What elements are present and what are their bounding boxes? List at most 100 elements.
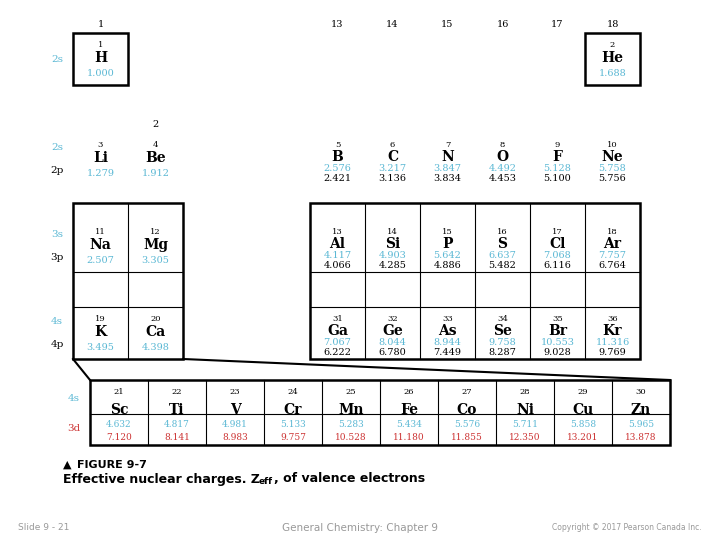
Text: 5.482: 5.482 (489, 261, 516, 270)
Text: 7.449: 7.449 (433, 348, 462, 357)
Text: 13.201: 13.201 (567, 433, 599, 442)
Text: 17: 17 (552, 20, 564, 29)
Text: O: O (496, 150, 508, 164)
Text: 5.128: 5.128 (544, 164, 572, 173)
Text: Mn: Mn (338, 403, 364, 417)
Text: 12: 12 (150, 228, 161, 236)
Text: He: He (601, 51, 624, 65)
Text: 1.279: 1.279 (86, 169, 114, 178)
Text: 1.688: 1.688 (598, 69, 626, 78)
Text: General Chemistry: Chapter 9: General Chemistry: Chapter 9 (282, 523, 438, 533)
Text: Be: Be (145, 151, 166, 165)
Text: 3.847: 3.847 (433, 164, 462, 173)
Text: 3.834: 3.834 (433, 174, 462, 183)
Text: 1.000: 1.000 (86, 69, 114, 78)
Text: 4: 4 (153, 141, 158, 149)
Text: 1.912: 1.912 (142, 169, 169, 178)
Bar (73, 33, 128, 85)
Text: ▲: ▲ (63, 460, 71, 470)
Text: 4s: 4s (68, 394, 80, 403)
Text: 3: 3 (98, 141, 103, 149)
Text: 3p: 3p (50, 253, 63, 262)
Text: 3.136: 3.136 (379, 174, 407, 183)
Text: 5.283: 5.283 (338, 420, 364, 429)
Text: Si: Si (385, 237, 400, 251)
Text: 8.944: 8.944 (433, 338, 462, 347)
Text: 7.067: 7.067 (323, 338, 351, 347)
Text: , of valence electrons: , of valence electrons (274, 472, 425, 485)
Text: 11.180: 11.180 (393, 433, 425, 442)
Text: 4.903: 4.903 (379, 251, 406, 260)
Text: 27: 27 (462, 388, 472, 396)
Bar (585, 33, 640, 85)
Text: 5.858: 5.858 (570, 420, 596, 429)
Text: 4.632: 4.632 (106, 420, 132, 429)
Text: 4.066: 4.066 (323, 261, 351, 270)
Text: Kr: Kr (603, 324, 622, 338)
Text: 11: 11 (95, 228, 106, 236)
Text: 3.495: 3.495 (86, 343, 114, 352)
Text: 6.764: 6.764 (598, 261, 626, 270)
Text: 2.421: 2.421 (323, 174, 351, 183)
Text: 17: 17 (552, 228, 563, 236)
Text: 4.453: 4.453 (488, 174, 516, 183)
Text: S: S (498, 237, 508, 251)
Text: Ga: Ga (327, 324, 348, 338)
Text: 9.028: 9.028 (544, 348, 572, 357)
Text: Ti: Ti (169, 403, 185, 417)
Text: 4.492: 4.492 (488, 164, 516, 173)
Text: Ca: Ca (145, 325, 166, 339)
Bar (310, 203, 640, 359)
Text: 35: 35 (552, 315, 563, 323)
Text: 14: 14 (387, 228, 398, 236)
Text: 10.528: 10.528 (336, 433, 366, 442)
Text: 2s: 2s (51, 55, 63, 64)
Text: 8.141: 8.141 (164, 433, 190, 442)
Text: As: As (438, 324, 456, 338)
Text: 3s: 3s (51, 230, 63, 239)
Text: 4.817: 4.817 (164, 420, 190, 429)
Text: Fe: Fe (400, 403, 418, 417)
Text: 8: 8 (500, 141, 505, 149)
Text: Co: Co (456, 403, 477, 417)
Text: 7: 7 (445, 141, 450, 149)
Text: Mg: Mg (143, 238, 168, 252)
Text: 4.117: 4.117 (323, 251, 351, 260)
Text: 5: 5 (335, 141, 340, 149)
Text: 5.576: 5.576 (454, 420, 480, 429)
Text: Cl: Cl (549, 237, 566, 251)
Text: F: F (552, 150, 562, 164)
Text: Ge: Ge (382, 324, 403, 338)
Text: Slide 9 - 21: Slide 9 - 21 (18, 523, 69, 532)
Text: C: C (387, 150, 398, 164)
Text: 9.769: 9.769 (598, 348, 626, 357)
Text: 6.116: 6.116 (544, 261, 572, 270)
Text: H: H (94, 51, 107, 65)
Text: 9.758: 9.758 (489, 338, 516, 347)
Text: Sc: Sc (109, 403, 128, 417)
Text: 4s: 4s (51, 317, 63, 326)
Text: Cu: Cu (572, 403, 593, 417)
Text: Ar: Ar (603, 237, 621, 251)
Text: V: V (230, 403, 240, 417)
Text: 20: 20 (150, 315, 161, 323)
Text: P: P (442, 237, 453, 251)
Text: 18: 18 (607, 228, 618, 236)
Text: 6: 6 (390, 141, 395, 149)
Text: 5.434: 5.434 (396, 420, 422, 429)
Text: 4.886: 4.886 (433, 261, 462, 270)
Text: 6.222: 6.222 (323, 348, 351, 357)
Text: 30: 30 (636, 388, 647, 396)
Text: 3.217: 3.217 (379, 164, 407, 173)
Text: 18: 18 (606, 20, 618, 29)
Text: 16: 16 (498, 228, 508, 236)
Text: 10.553: 10.553 (541, 338, 575, 347)
Text: 10: 10 (607, 141, 618, 149)
Text: B: B (332, 150, 343, 164)
Text: 32: 32 (387, 315, 398, 323)
Text: 24: 24 (287, 388, 298, 396)
Text: 5.965: 5.965 (628, 420, 654, 429)
Text: 4.981: 4.981 (222, 420, 248, 429)
Text: 2: 2 (153, 120, 158, 129)
Text: Effective nuclear charges. Z: Effective nuclear charges. Z (63, 472, 260, 485)
